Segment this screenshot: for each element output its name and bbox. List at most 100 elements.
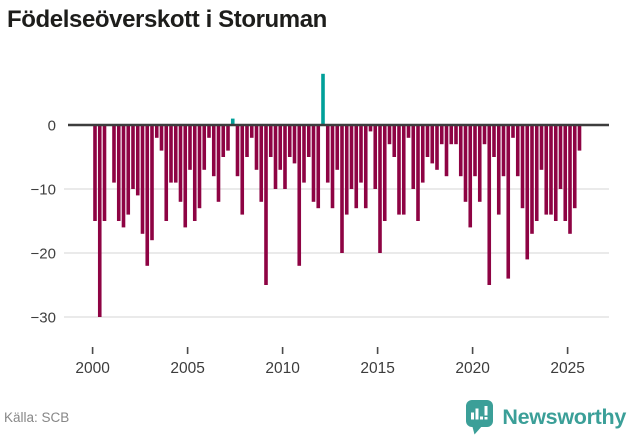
bar (387, 125, 392, 145)
bar (411, 125, 416, 189)
newsworthy-wordmark[interactable]: Newsworthy (502, 404, 626, 429)
bar (577, 125, 582, 151)
bar (102, 125, 107, 221)
bar (549, 125, 553, 215)
bar (416, 125, 420, 221)
bar (530, 125, 534, 234)
bar (444, 125, 449, 177)
bar (240, 125, 245, 215)
bar (354, 125, 359, 209)
bar (553, 125, 558, 221)
bar (473, 125, 477, 177)
bar (520, 125, 525, 209)
bar (487, 125, 492, 285)
bar (477, 125, 482, 202)
bar (468, 125, 473, 228)
bar (292, 125, 297, 164)
bar (235, 125, 240, 177)
x-axis-label: 2005 (170, 360, 204, 377)
bar (568, 125, 572, 234)
bar (340, 125, 344, 253)
bar (131, 125, 135, 189)
bar (306, 125, 311, 157)
bar (207, 125, 211, 138)
bar (534, 125, 539, 221)
bar (321, 73, 325, 125)
bar (359, 125, 363, 183)
bar (278, 125, 283, 170)
bar (183, 125, 188, 228)
bar (344, 125, 349, 215)
bar (178, 125, 183, 202)
bar (140, 125, 145, 234)
bar (254, 125, 259, 170)
bar (287, 125, 292, 157)
bar (245, 125, 249, 157)
bar (463, 125, 468, 202)
bar (221, 125, 226, 157)
logo-bar-small (471, 412, 475, 420)
bar (150, 125, 154, 241)
chart-canvas: 0 −10 −20 −30 2000 2005 2010 2015 2020 2025 (31, 73, 609, 377)
bar (392, 125, 397, 157)
newsworthy-logo-icon (466, 400, 494, 435)
bar (330, 125, 335, 209)
bar (335, 125, 340, 170)
y-axis-label: −20 (31, 246, 56, 263)
bar (482, 125, 487, 145)
bar (159, 125, 164, 151)
footer: Källa: SCB Newsworthy (0, 399, 631, 439)
bar (325, 125, 330, 183)
logo-period-dot (480, 416, 484, 420)
bar (544, 125, 549, 215)
bar (259, 125, 264, 202)
y-axis-label: −10 (31, 182, 56, 199)
bar (216, 125, 221, 202)
logo-exclamation-dot (484, 417, 488, 420)
bar (316, 125, 321, 209)
bar (188, 125, 192, 170)
logo-exclamation-bar (484, 406, 488, 416)
bar (116, 125, 121, 221)
bar (420, 125, 425, 183)
bar (363, 125, 368, 209)
bar (145, 125, 150, 266)
bar (401, 125, 406, 215)
bar (249, 125, 254, 138)
bar (373, 125, 378, 189)
bar (268, 125, 273, 157)
newsworthy-logo[interactable]: Newsworthy (465, 399, 626, 435)
bar (525, 125, 530, 260)
bar (349, 125, 354, 189)
bar (439, 125, 444, 145)
x-axis-label: 2015 (360, 360, 394, 377)
bar (112, 125, 116, 183)
bar (563, 125, 568, 221)
bar (126, 125, 131, 215)
bar (192, 125, 197, 221)
bar (378, 125, 382, 253)
bar (406, 125, 411, 138)
bar (558, 125, 563, 189)
bar (230, 118, 235, 125)
bar (435, 125, 439, 170)
bar (273, 125, 278, 189)
bar (283, 125, 287, 189)
bar (211, 125, 216, 177)
bar (515, 125, 520, 177)
bar (397, 125, 401, 215)
bar (93, 125, 97, 221)
bar (169, 125, 173, 183)
y-axis-label: −30 (31, 310, 56, 327)
bar (572, 125, 577, 209)
logo-bar-tall (475, 408, 479, 420)
bar (154, 125, 159, 138)
x-axis-label: 2000 (75, 360, 110, 377)
bar (458, 125, 463, 177)
bar (135, 125, 140, 196)
bar (121, 125, 126, 228)
bar (492, 125, 496, 157)
bar (501, 125, 506, 177)
bar (430, 125, 435, 164)
